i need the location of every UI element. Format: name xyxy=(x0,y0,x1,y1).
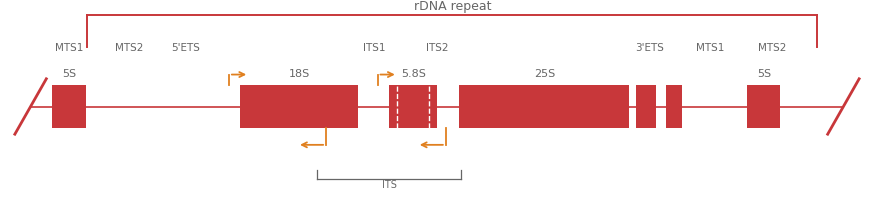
Bar xyxy=(747,85,780,128)
Text: MTS1: MTS1 xyxy=(55,43,83,53)
Text: MTS2: MTS2 xyxy=(758,43,786,53)
Text: 18S: 18S xyxy=(289,69,310,79)
Text: rDNA repeat: rDNA repeat xyxy=(413,0,491,13)
Text: 3'ETS: 3'ETS xyxy=(635,43,664,53)
Bar xyxy=(666,85,682,128)
Text: MTS1: MTS1 xyxy=(696,43,724,53)
Text: ITS1: ITS1 xyxy=(363,43,385,53)
Bar xyxy=(636,85,656,128)
Bar xyxy=(52,85,86,128)
Text: 5S: 5S xyxy=(62,69,76,79)
Text: ITS: ITS xyxy=(382,180,397,190)
Bar xyxy=(459,85,629,128)
Bar xyxy=(389,85,437,128)
Text: 5'ETS: 5'ETS xyxy=(170,43,200,53)
Bar xyxy=(240,85,358,128)
Text: MTS2: MTS2 xyxy=(115,43,143,53)
Text: ITS2: ITS2 xyxy=(426,43,448,53)
Text: 5S: 5S xyxy=(757,69,771,79)
Text: 5.8S: 5.8S xyxy=(401,69,426,79)
Text: 25S: 25S xyxy=(534,69,555,79)
